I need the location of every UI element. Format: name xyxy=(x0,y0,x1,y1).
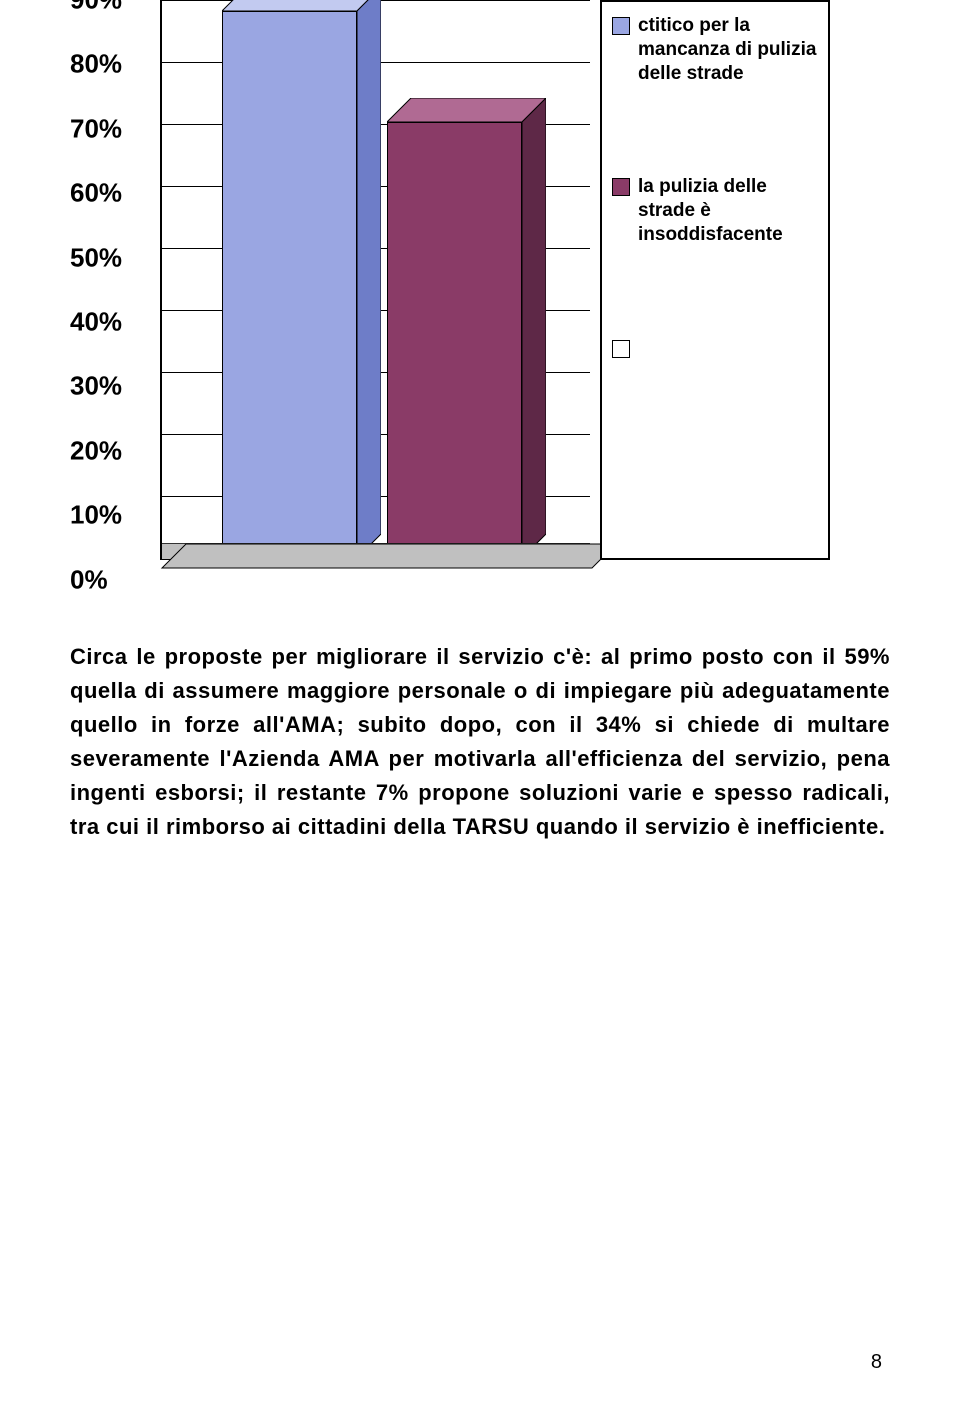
bar-1 xyxy=(222,11,357,558)
legend-item: ctitico per la mancanza di pulizia delle… xyxy=(612,14,818,85)
chart: 90% 80% 70% 60% 50% 40% 30% 20% 10% 0% xyxy=(70,0,890,580)
ytick: 40% xyxy=(70,306,160,337)
chart-floor xyxy=(162,543,590,559)
legend-swatch xyxy=(612,17,630,35)
ytick: 70% xyxy=(70,113,160,144)
y-axis: 90% 80% 70% 60% 50% 40% 30% 20% 10% 0% xyxy=(70,0,160,580)
ytick: 10% xyxy=(70,500,160,531)
bar-2 xyxy=(387,122,522,558)
ytick: 0% xyxy=(70,565,160,596)
ytick: 80% xyxy=(70,49,160,80)
legend-swatch xyxy=(612,340,630,358)
ytick: 50% xyxy=(70,242,160,273)
legend-item: la pulizia delle strade è insoddisfacent… xyxy=(612,175,818,246)
legend-label: la pulizia delle strade è insoddisfacent… xyxy=(638,175,818,246)
legend-label: ctitico per la mancanza di pulizia delle… xyxy=(638,14,818,85)
ytick: 20% xyxy=(70,435,160,466)
ytick: 90% xyxy=(70,0,160,16)
ytick: 60% xyxy=(70,178,160,209)
body-paragraph: Circa le proposte per migliorare il serv… xyxy=(70,640,890,845)
page-number: 8 xyxy=(871,1351,882,1374)
plot-area xyxy=(160,0,590,560)
legend: ctitico per la mancanza di pulizia delle… xyxy=(600,0,830,560)
ytick: 30% xyxy=(70,371,160,402)
legend-swatch xyxy=(612,178,630,196)
legend-item xyxy=(612,337,818,358)
